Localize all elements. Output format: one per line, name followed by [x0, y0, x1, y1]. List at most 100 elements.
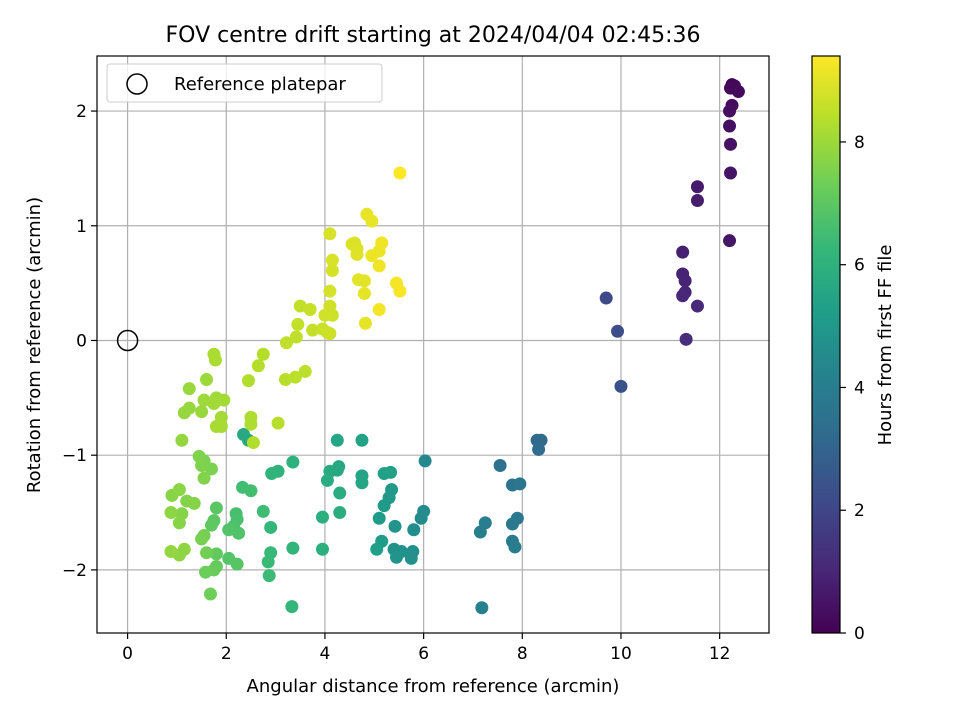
data-point	[532, 442, 546, 456]
y-tick-label: 1	[76, 217, 87, 237]
data-point	[256, 347, 270, 361]
data-point	[199, 565, 213, 579]
data-point	[323, 327, 337, 341]
plot-area-frame	[96, 55, 770, 634]
data-point	[372, 303, 386, 317]
data-point	[323, 227, 337, 241]
data-point	[393, 284, 407, 298]
y-tick-label: 0	[76, 331, 87, 351]
data-point	[388, 519, 402, 533]
data-point	[723, 119, 737, 133]
data-point	[377, 499, 391, 513]
colorbar-tick-label: 8	[854, 133, 865, 153]
data-point	[724, 137, 738, 151]
x-tick-label: 0	[122, 644, 133, 664]
data-point	[384, 465, 398, 479]
data-point	[418, 454, 432, 468]
data-point	[370, 542, 384, 556]
data-point	[261, 555, 275, 569]
data-point	[678, 274, 692, 288]
x-tick-label: 8	[517, 644, 528, 664]
data-point	[230, 557, 244, 571]
data-point	[315, 542, 329, 556]
data-point	[320, 473, 334, 487]
data-point	[508, 540, 522, 554]
data-point	[679, 332, 693, 346]
data-point	[473, 525, 487, 539]
data-point	[355, 476, 369, 490]
data-point	[251, 359, 265, 373]
x-tick-label: 2	[221, 644, 232, 664]
data-point	[404, 551, 418, 565]
data-point	[372, 259, 386, 273]
data-point	[289, 330, 303, 344]
data-point	[306, 323, 320, 337]
data-point	[256, 504, 270, 518]
x-tick-label: 12	[709, 644, 731, 664]
data-point	[298, 364, 312, 378]
data-point	[204, 518, 218, 532]
data-point	[217, 393, 231, 407]
data-point	[325, 253, 339, 267]
data-point	[200, 546, 214, 560]
data-point	[195, 405, 209, 419]
data-point	[690, 180, 704, 194]
y-tick-label: 2	[76, 102, 87, 122]
y-axis-label: Rotation from reference (arcmin)	[24, 197, 45, 493]
grid-lines	[97, 56, 769, 633]
data-point	[195, 532, 209, 546]
data-point	[241, 374, 255, 388]
data-point	[209, 547, 223, 561]
data-point	[676, 289, 690, 303]
legend: Reference platepar	[106, 63, 383, 103]
data-point	[723, 234, 737, 248]
reference-point	[116, 329, 139, 352]
data-point	[614, 379, 628, 393]
data-point	[690, 299, 704, 313]
y-axis-ticks: −2 −1 0 1 2	[62, 102, 97, 581]
colorbar-tick-label: 0	[854, 624, 865, 644]
data-point	[197, 471, 211, 485]
data-point	[200, 372, 214, 386]
data-point	[303, 303, 317, 317]
legend-label: Reference platepar	[174, 74, 346, 95]
legend-box	[106, 63, 383, 103]
data-point	[333, 506, 347, 520]
data-point	[330, 433, 344, 447]
legend-marker	[126, 73, 148, 95]
data-point	[195, 459, 209, 473]
data-point	[209, 501, 223, 515]
x-tick-label: 4	[320, 644, 331, 664]
data-point	[723, 104, 737, 118]
colorbar	[811, 55, 841, 634]
data-point	[393, 166, 407, 180]
data-point	[365, 214, 379, 228]
data-point	[279, 336, 293, 350]
data-point	[288, 370, 302, 384]
data-point	[407, 523, 421, 537]
colorbar-tick-label: 4	[854, 378, 865, 398]
colorbar-tick-label: 2	[854, 501, 865, 521]
data-point	[244, 484, 258, 498]
data-point	[164, 506, 178, 520]
data-point	[286, 541, 300, 555]
data-point	[175, 433, 189, 447]
data-point	[333, 486, 347, 500]
y-tick-label: −2	[62, 561, 87, 581]
data-point	[505, 517, 519, 531]
data-point	[599, 291, 613, 305]
data-point	[690, 194, 704, 208]
data-point	[315, 510, 329, 524]
data-point	[246, 436, 260, 450]
data-point	[286, 455, 300, 469]
data-point	[172, 483, 186, 497]
data-point	[291, 317, 305, 331]
x-axis-ticks: 0 2 4 6 8 10 12	[122, 633, 730, 664]
data-point	[264, 520, 278, 534]
data-point	[475, 601, 489, 615]
data-point	[203, 587, 217, 601]
data-point	[350, 247, 364, 261]
data-point	[293, 299, 307, 313]
data-point	[385, 483, 399, 497]
data-point	[265, 467, 279, 481]
